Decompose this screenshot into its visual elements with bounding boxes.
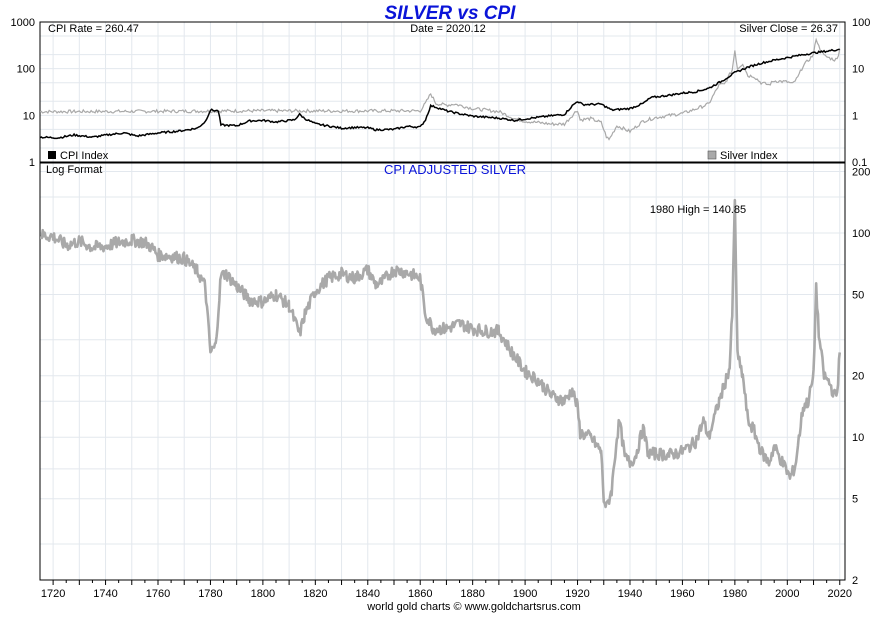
x-axis-tick-label: 1740 — [93, 588, 117, 600]
x-axis-tick-label: 1820 — [303, 588, 327, 600]
bottom-right-axis-tick: 10 — [852, 432, 864, 444]
date-annotation: Date = 2020.12 — [410, 23, 486, 35]
silver-legend-swatch — [707, 150, 717, 160]
x-axis-tick-label: 1880 — [460, 588, 484, 600]
cpi-adjusted-silver-line — [40, 198, 842, 509]
top-right-axis-tick: 0.1 — [852, 157, 867, 169]
log-format-note: Log Format — [46, 164, 102, 176]
silver-index-line — [40, 37, 841, 141]
silver-legend-label: Silver Index — [720, 150, 778, 162]
bottom-right-axis-tick: 50 — [852, 289, 864, 301]
top-left-axis-tick: 10 — [23, 110, 35, 122]
1980-high-annotation: 1980 High = 140.85 — [650, 204, 746, 216]
top-left-axis-tick: 100 — [17, 64, 35, 76]
bottom-panel-grid — [40, 163, 845, 580]
bottom-right-axis-tick: 200 — [852, 166, 870, 178]
axis-ticks: 1 10 100 1000 0.1 1 10 100 2 5 10 20 50 100 200 1720 174… — [11, 17, 871, 600]
cpi-index-line — [40, 48, 840, 140]
x-axis-tick-label: 1760 — [146, 588, 170, 600]
cpi-legend-label: CPI Index — [60, 150, 109, 162]
cpi-legend-swatch — [48, 151, 56, 159]
x-axis-tick-label: 1980 — [723, 588, 747, 600]
top-right-axis-tick: 10 — [852, 64, 864, 76]
x-axis-tick-label: 1860 — [408, 588, 432, 600]
top-panel-series — [40, 37, 841, 141]
bottom-panel-frame — [39, 162, 846, 581]
top-panel-frame — [39, 21, 846, 163]
x-axis-tick-label: 1840 — [356, 588, 380, 600]
top-right-axis-tick: 1 — [852, 110, 858, 122]
x-axis-tick-label: 1940 — [618, 588, 642, 600]
x-axis-tick-label: 1920 — [565, 588, 589, 600]
footer-credit: world gold charts © www.goldchartsrus.co… — [366, 601, 581, 613]
cpi-adjusted-silver-title: CPI ADJUSTED SILVER — [384, 162, 526, 177]
top-right-axis-tick: 100 — [852, 17, 870, 29]
top-left-axis-tick: 1000 — [11, 17, 35, 29]
bottom-right-axis-tick: 20 — [852, 371, 864, 383]
silver-close-annotation: Silver Close = 26.37 — [739, 23, 838, 35]
bottom-right-axis-tick: 100 — [852, 228, 870, 240]
x-axis-tick-label: 2000 — [775, 588, 799, 600]
x-axis-tick-label: 1960 — [670, 588, 694, 600]
bottom-right-axis-tick: 2 — [852, 575, 858, 587]
bottom-right-axis-tick: 5 — [852, 494, 858, 506]
cpi-rate-annotation: CPI Rate = 260.47 — [48, 23, 139, 35]
top-panel-grid — [40, 22, 845, 162]
x-axis-tick-label: 1900 — [513, 588, 537, 600]
x-axis-tick-label: 1800 — [251, 588, 275, 600]
chart-title: SILVER vs CPI — [385, 3, 517, 24]
top-left-axis-tick: 1 — [29, 157, 35, 169]
x-axis-tick-label: 2020 — [828, 588, 852, 600]
x-axis-tick-label: 1720 — [41, 588, 65, 600]
x-axis-tick-label: 1780 — [198, 588, 222, 600]
bottom-panel-series — [40, 198, 842, 509]
